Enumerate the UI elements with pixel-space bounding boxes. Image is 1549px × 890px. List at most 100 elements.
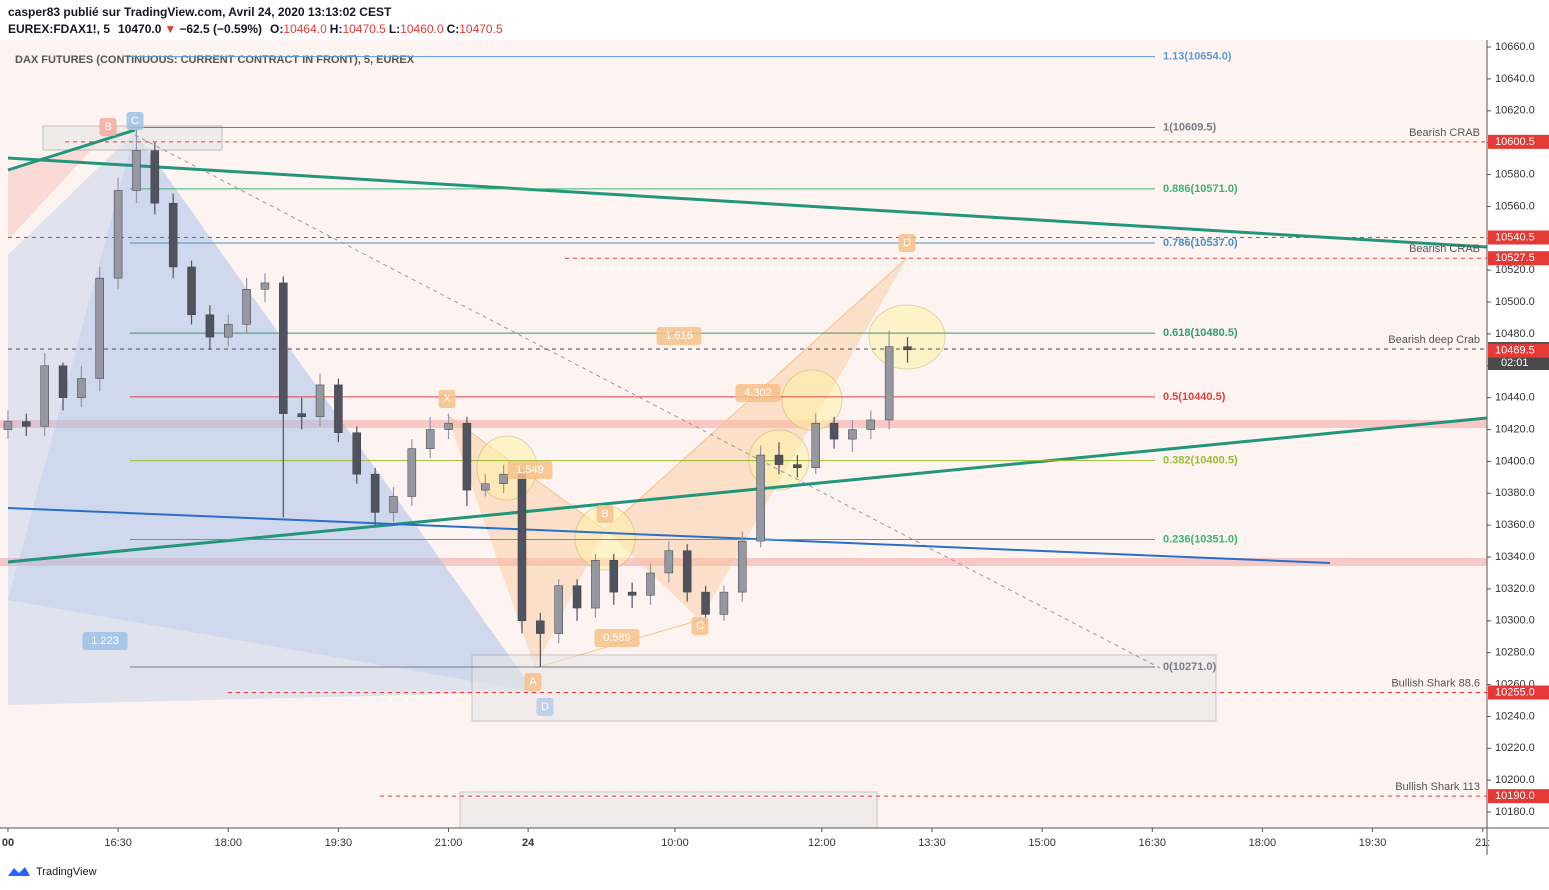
candle-body (811, 422, 820, 469)
change: −62.5 (−0.59%) (179, 22, 262, 36)
candle-body (187, 266, 196, 316)
x-tick-label: 12:00 (808, 837, 836, 849)
price-tag-label: 10527.5 (1495, 252, 1535, 264)
candle-body (58, 365, 68, 398)
price-tag-label: 10600.5 (1495, 136, 1535, 148)
trend-line (134, 134, 1161, 669)
candle-body (315, 384, 325, 418)
trend-line (7, 128, 136, 172)
y-tick-label: 10340.0 (1495, 551, 1535, 563)
symbol: EUREX:FDAX1!, 5 (8, 22, 110, 36)
candle-body (884, 346, 894, 421)
x-tick-label: 21: (1475, 837, 1490, 849)
y-tick-label: 10500.0 (1495, 296, 1535, 308)
ohlc-key: C: (447, 22, 460, 36)
y-tick-label: 10480.0 (1495, 328, 1535, 340)
x-tick-label: 21:00 (435, 837, 463, 849)
candle-body (627, 591, 637, 596)
fib-label: 0.618(10480.5) (1163, 327, 1238, 339)
candle-body (848, 429, 857, 440)
candle-body (866, 419, 876, 430)
candle-body (462, 422, 472, 491)
price-tag (1488, 230, 1549, 245)
candle-body (682, 550, 692, 593)
annotation: B (601, 508, 608, 520)
candle-body (168, 202, 178, 268)
x-tick-label: 00 (2, 837, 14, 849)
x-tick-label: 19:30 (325, 837, 353, 849)
annotation: D (903, 237, 911, 249)
ohlc-value: 10470.5 (342, 22, 386, 36)
fib-label: 0.5(10440.5) (1163, 391, 1226, 403)
last: 10470.0 (118, 22, 162, 36)
annotation-bg (656, 327, 702, 345)
annotation-bg (82, 632, 128, 650)
candle-body (646, 572, 655, 596)
annotation-bg (735, 384, 781, 402)
candle-body (793, 464, 802, 469)
y-tick-label: 10440.0 (1495, 392, 1535, 404)
annotation-bg (898, 234, 916, 252)
candle-body (591, 559, 600, 609)
fib-label: 0(10271.0) (1163, 661, 1217, 673)
price-tag-label: 10469.5 (1495, 345, 1535, 357)
x-tick-label: 15:00 (1028, 837, 1056, 849)
trend-line (7, 507, 1331, 564)
candle-body (774, 454, 784, 465)
candle-body (334, 384, 343, 433)
candle-body (444, 422, 453, 430)
level-name: Bearish deep Crab (1388, 334, 1480, 346)
annotation-bg (126, 112, 144, 130)
ohlc-value: 10460.0 (400, 22, 444, 36)
price-tag-label: 10190.0 (1495, 790, 1535, 802)
candle-body (738, 540, 747, 593)
fib-label: 0.886(10571.0) (1163, 183, 1238, 195)
brand: TradingView (36, 866, 97, 878)
y-tick-label: 10640.0 (1495, 73, 1535, 85)
candle-body (499, 473, 508, 484)
candle-body (113, 190, 123, 279)
candle-body (370, 473, 380, 513)
box (471, 654, 1217, 722)
y-tick-label: 10560.0 (1495, 200, 1535, 212)
candle-body (701, 591, 710, 615)
level-name: Bearish CRAB (1409, 127, 1480, 139)
candle-body (77, 378, 86, 398)
level-name: Bearish CRAB (1409, 243, 1480, 255)
y-tick-label: 10660.0 (1495, 41, 1535, 53)
annotation: 0.589 (603, 632, 631, 644)
y-tick-label: 10320.0 (1495, 583, 1535, 595)
annotation-bg (691, 617, 709, 635)
annotation: C (696, 620, 704, 632)
y-tick-label: 10400.0 (1495, 455, 1535, 467)
box (459, 791, 878, 829)
candle-body (95, 277, 104, 379)
price-tag (1488, 134, 1549, 149)
price-tag (1488, 251, 1549, 266)
fib-label: 1.13(10654.0) (1163, 50, 1232, 62)
pattern-area (605, 258, 907, 620)
price-tag (1488, 685, 1549, 700)
x-tick-label: 16:30 (1139, 837, 1167, 849)
symbol-line: EUREX:FDAX1!, 5 10470.0 ▼ −62.5 (−0.59%) O:1… (8, 22, 503, 36)
annotation: 1.549 (516, 464, 544, 476)
y-tick-label: 10620.0 (1495, 105, 1535, 117)
price-tag-label: 10255.0 (1495, 686, 1535, 698)
candle-body (297, 413, 306, 418)
annotation: D (541, 701, 549, 713)
ohlc-key: H: (330, 22, 343, 36)
annotation-bg (594, 629, 640, 647)
candle-body (352, 432, 362, 475)
logo (8, 867, 30, 876)
candle-body (389, 496, 398, 513)
x-tick-label: 13:30 (918, 837, 946, 849)
y-tick-label: 10420.0 (1495, 423, 1535, 435)
y-tick-label: 10380.0 (1495, 487, 1535, 499)
candle-body (40, 365, 49, 427)
candle-body (22, 421, 31, 427)
fib-label: 1(10609.5) (1163, 121, 1217, 133)
candle-body (3, 421, 13, 430)
x-tick-label: 10:00 (661, 837, 689, 849)
candle-body (829, 422, 839, 440)
